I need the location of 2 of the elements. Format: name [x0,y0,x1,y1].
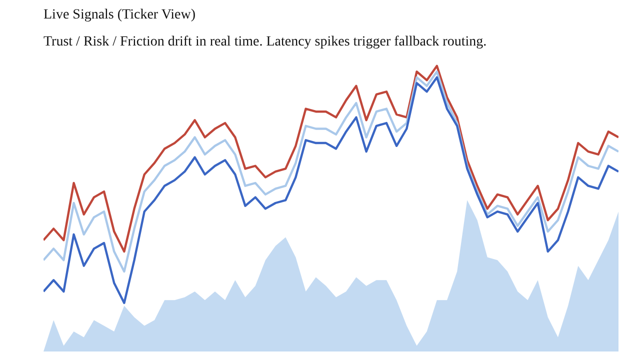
chart-title: Live Signals (Ticker View) [44,8,196,22]
chart-subtitle: Trust / Risk / Friction drift in real time. Latency spikes trigger fallback routing. [44,34,487,50]
